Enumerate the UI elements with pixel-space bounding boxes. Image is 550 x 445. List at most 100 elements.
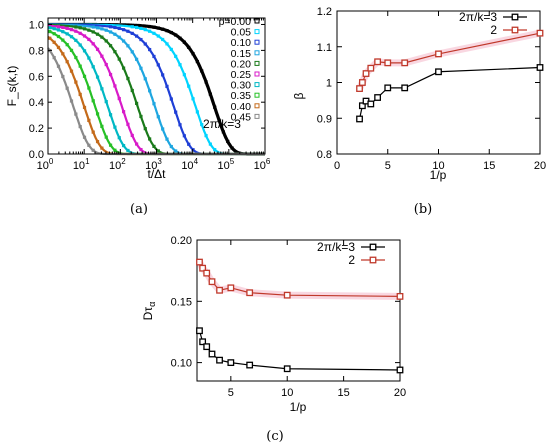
series-marker-7: [104, 135, 108, 139]
legend-marker-a: [254, 39, 260, 45]
series-marker-4: [108, 44, 113, 48]
series-marker-1: [148, 29, 152, 33]
series-marker-3: [139, 66, 143, 70]
data-point-b: [435, 50, 442, 58]
legend-marker-a: [254, 18, 260, 24]
series-marker-1: [195, 110, 199, 114]
series-marker-3: [156, 115, 160, 119]
series-band-c: [196, 260, 401, 300]
legend-label-a: 0.25: [231, 69, 252, 81]
series-marker-5: [130, 133, 134, 138]
series-marker-6: [65, 32, 69, 36]
data-point-c: [246, 289, 254, 297]
legend-label-a: p=0.00: [219, 16, 252, 28]
x-tick-label-a: 106: [254, 157, 271, 172]
series-marker-8: [95, 139, 100, 144]
series-marker-2: [130, 31, 134, 35]
series-marker-4: [135, 101, 139, 105]
series-marker-0: [161, 27, 165, 31]
series-marker-4: [148, 137, 152, 141]
series-marker-9: [69, 99, 74, 103]
legend-label-a: 0.10: [231, 37, 252, 49]
series-marker-0: [195, 59, 199, 64]
y-tick-label-c: 0.15: [171, 296, 192, 308]
x-tick-label-b: 5: [385, 160, 391, 172]
y-tick-label-b: 0.8: [317, 149, 332, 161]
series-marker-8: [87, 118, 91, 122]
data-point-b: [374, 94, 382, 101]
series-marker-6: [126, 148, 130, 153]
series-marker-0: [148, 24, 152, 29]
series-marker-5: [82, 34, 87, 38]
series-marker-1: [204, 134, 208, 138]
x-axis-label-c: 1/p: [290, 400, 307, 414]
data-point-b: [374, 58, 382, 66]
series-marker-3: [126, 44, 130, 48]
data-point-b: [536, 29, 544, 37]
legend-label-a: 0.30: [231, 80, 252, 92]
legend-label-a: 0.40: [231, 101, 252, 113]
x-tick-label-a: 100: [37, 157, 54, 172]
x-axis-label-a: t/Δt: [147, 167, 166, 181]
series-marker-5: [61, 25, 65, 30]
series-marker-8: [61, 52, 65, 56]
series-marker-3: [113, 32, 117, 36]
plot-frame-c: [196, 239, 401, 382]
series-marker-4: [82, 27, 87, 31]
x-tick-label-b: 15: [483, 160, 495, 172]
series-marker-8: [91, 130, 95, 134]
panel-a: 0.0 0.2 0.4 0.6 0.8 1.0 100 101 102 103 104 105 106 t…: [5, 16, 271, 217]
series-marker-6: [117, 136, 121, 140]
data-point-c: [283, 291, 291, 299]
series-marker-8: [65, 60, 69, 64]
legend-marker-a: [254, 50, 260, 56]
series-marker-4: [78, 26, 82, 30]
series-marker-2: [156, 63, 160, 67]
y-axis-label-a: F_s(k,t): [5, 66, 19, 107]
series-marker-0: [169, 30, 173, 35]
series-marker-3: [100, 27, 104, 31]
series-marker-4: [126, 76, 130, 81]
data-point-b: [401, 84, 409, 92]
series-marker-7: [56, 34, 61, 39]
y-tick-label-a: 0.0: [29, 149, 44, 161]
data-point-c: [199, 264, 207, 272]
series-marker-7: [91, 99, 95, 103]
series-marker-7: [87, 86, 91, 90]
x-tick-label-c: 5: [228, 387, 234, 399]
y-tick-label-b: 1.2: [317, 6, 332, 18]
series-marker-0: [200, 69, 204, 73]
series-marker-0: [187, 45, 191, 49]
series-marker-4: [143, 127, 147, 131]
data-point-b: [358, 79, 366, 86]
series-marker-8: [100, 146, 104, 150]
series-marker-8: [52, 40, 56, 44]
legend-marker-b: [511, 26, 519, 34]
data-point-b: [536, 64, 544, 71]
series-marker-6: [104, 100, 108, 104]
series-marker-4: [152, 144, 156, 149]
series-marker-6: [113, 125, 117, 129]
series-marker-0: [213, 105, 217, 109]
series-marker-0: [165, 29, 169, 33]
series-marker-6: [100, 87, 104, 91]
series-marker-2: [143, 42, 147, 46]
data-point-c: [199, 338, 207, 346]
series-marker-3: [161, 127, 165, 131]
x-tick-label-a: 104: [181, 157, 198, 172]
series-marker-0: [204, 80, 208, 84]
series-marker-2: [108, 25, 113, 29]
y-axis-label-c: Dτα: [141, 302, 157, 321]
series-marker-4: [113, 50, 117, 54]
series-marker-2: [165, 84, 169, 88]
data-point-c: [227, 359, 235, 367]
series-marker-5: [139, 147, 143, 152]
series-marker-3: [104, 28, 108, 32]
legend-label-c: 2: [348, 253, 355, 267]
y-tick-label-c: 0.20: [171, 235, 192, 247]
series-marker-4: [130, 88, 134, 93]
legend-marker-a: [254, 29, 260, 35]
series-marker-9: [61, 74, 65, 79]
x-tick-label-a: 102: [109, 157, 126, 172]
data-point-b: [362, 70, 370, 77]
